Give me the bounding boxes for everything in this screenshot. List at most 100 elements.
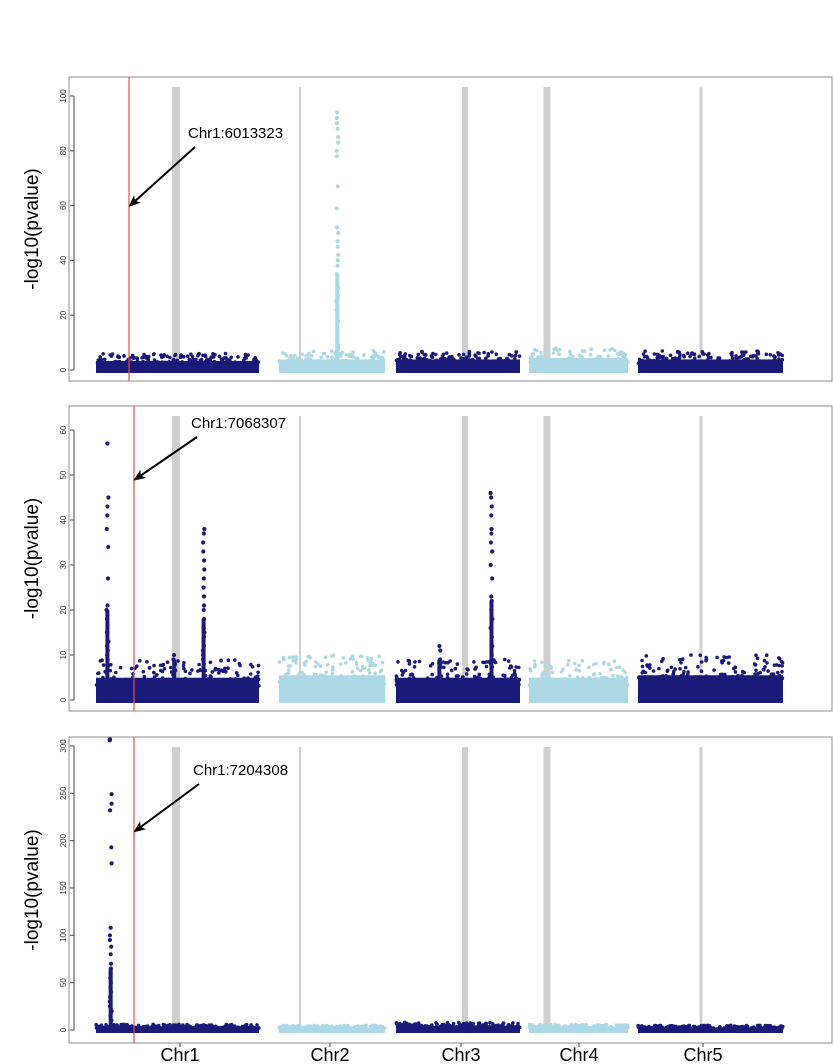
data-point bbox=[448, 355, 453, 360]
data-point bbox=[286, 671, 291, 675]
data-point bbox=[170, 1024, 174, 1029]
peak-point bbox=[334, 154, 339, 159]
data-point bbox=[242, 681, 247, 685]
data-point bbox=[548, 1022, 553, 1027]
data-point bbox=[457, 353, 461, 357]
data-point bbox=[96, 671, 100, 676]
data-point bbox=[294, 657, 299, 662]
data-point bbox=[668, 353, 673, 358]
data-point bbox=[505, 1025, 510, 1030]
data-point bbox=[645, 663, 649, 667]
data-point bbox=[379, 681, 384, 685]
data-point bbox=[96, 361, 101, 366]
data-point bbox=[658, 359, 663, 364]
data-point bbox=[694, 1026, 698, 1031]
data-point bbox=[541, 671, 546, 675]
data-point bbox=[616, 674, 620, 678]
data-point bbox=[216, 681, 221, 686]
data-point bbox=[291, 356, 296, 360]
peak-point bbox=[109, 944, 114, 949]
data-point bbox=[540, 682, 544, 686]
data-point bbox=[425, 1025, 430, 1030]
data-point bbox=[238, 1026, 242, 1030]
data-point bbox=[669, 665, 674, 670]
data-point bbox=[299, 358, 304, 363]
data-point bbox=[323, 360, 328, 364]
data-point bbox=[442, 683, 447, 688]
data-point bbox=[402, 353, 407, 358]
data-point bbox=[219, 1026, 224, 1030]
data-point bbox=[315, 682, 320, 686]
data-point bbox=[754, 668, 758, 673]
data-point bbox=[755, 656, 760, 661]
panel-2: 0 10 20 30 40 50 60 -log10(pvalue) Chr1:7068307 bbox=[22, 405, 833, 712]
data-point bbox=[546, 678, 551, 682]
data-point bbox=[473, 684, 477, 688]
data-point bbox=[517, 1025, 522, 1030]
points-chr1 bbox=[94, 1022, 261, 1033]
peak-point bbox=[336, 135, 341, 140]
data-point bbox=[425, 679, 430, 684]
data-point bbox=[305, 682, 309, 686]
data-point bbox=[730, 356, 735, 360]
data-point bbox=[483, 1023, 487, 1027]
data-point bbox=[445, 675, 450, 680]
data-point bbox=[595, 1023, 600, 1027]
data-point bbox=[325, 1025, 329, 1029]
data-point bbox=[191, 357, 195, 362]
data-point bbox=[348, 656, 353, 661]
centromere-bar-4 bbox=[543, 416, 551, 701]
peak-point bbox=[335, 184, 340, 189]
data-point bbox=[486, 354, 490, 358]
centromere-bar-3 bbox=[462, 747, 468, 1033]
data-point bbox=[407, 659, 412, 663]
data-point bbox=[242, 676, 247, 680]
data-point bbox=[251, 1025, 255, 1029]
data-point bbox=[350, 670, 355, 674]
data-point bbox=[643, 670, 648, 675]
data-point bbox=[607, 683, 611, 687]
data-point bbox=[476, 1021, 481, 1026]
data-point bbox=[407, 662, 412, 666]
data-point bbox=[506, 659, 511, 663]
data-point bbox=[394, 358, 399, 363]
data-point bbox=[101, 352, 105, 356]
data-point bbox=[355, 679, 360, 683]
data-point bbox=[316, 662, 320, 667]
data-point bbox=[727, 655, 731, 659]
y-tick-label: 100 bbox=[59, 89, 68, 103]
data-point bbox=[610, 346, 614, 351]
data-point bbox=[358, 668, 363, 673]
data-point bbox=[443, 356, 447, 361]
data-point bbox=[151, 352, 156, 357]
data-point bbox=[168, 665, 173, 670]
data-point bbox=[179, 353, 183, 357]
centromere-bar-5 bbox=[699, 416, 703, 701]
data-point bbox=[396, 683, 400, 688]
data-point bbox=[640, 664, 645, 669]
data-point bbox=[726, 661, 731, 665]
peak-point bbox=[171, 652, 177, 658]
data-point bbox=[472, 674, 477, 679]
data-point bbox=[101, 1025, 106, 1030]
data-point bbox=[692, 352, 697, 357]
data-point bbox=[294, 361, 299, 365]
data-point bbox=[742, 670, 747, 675]
peak-point bbox=[109, 792, 114, 797]
data-point bbox=[658, 682, 663, 686]
data-point bbox=[117, 355, 122, 360]
data-point bbox=[657, 666, 661, 671]
data-point bbox=[722, 655, 726, 659]
data-point bbox=[644, 1026, 648, 1030]
data-point bbox=[458, 680, 463, 685]
data-point bbox=[591, 662, 596, 667]
data-point bbox=[598, 671, 602, 676]
data-point bbox=[223, 351, 228, 356]
data-point bbox=[514, 676, 519, 681]
peak-point bbox=[104, 526, 109, 532]
data-point bbox=[101, 663, 106, 667]
data-point bbox=[380, 676, 384, 681]
data-point bbox=[370, 355, 374, 359]
data-point bbox=[190, 668, 194, 672]
